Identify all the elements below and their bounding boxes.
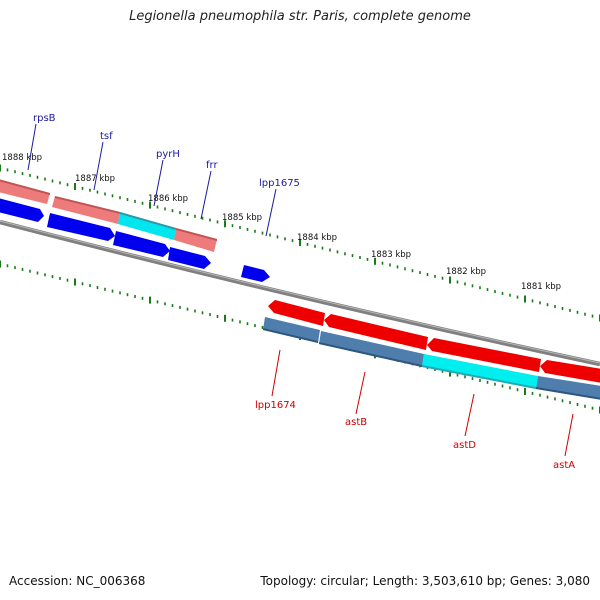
genome-summary-text: Topology: circular; Length: 3,503,610 bp… xyxy=(260,574,590,588)
kbp-label: 1882 kbp xyxy=(446,267,486,277)
gene-block-astB[interactable] xyxy=(319,331,424,367)
gene-block-frr[interactable] xyxy=(174,228,217,252)
gene-block-rpsB[interactable] xyxy=(0,179,50,204)
genome-backbone xyxy=(0,219,600,367)
gene-arrow-rpsB[interactable] xyxy=(0,198,44,222)
gene-block-astA[interactable] xyxy=(536,376,600,400)
reverse-gene-labels: lpp1674 astB astD astA xyxy=(255,349,575,471)
gene-label-pyrH[interactable]: pyrH xyxy=(156,149,180,160)
gene-label-astA[interactable]: astA xyxy=(553,460,575,471)
forward-gene-labels: rpsB tsf pyrH frr lpp1675 xyxy=(27,113,300,237)
gene-arrow-astD[interactable] xyxy=(427,338,541,372)
gene-arrow-pyrH[interactable] xyxy=(113,231,170,257)
gene-arrow-lpp1675[interactable] xyxy=(241,265,270,282)
kbp-label: 1886 kbp xyxy=(148,194,188,204)
gene-arrow-tsf[interactable] xyxy=(47,213,115,241)
gene-label-lpp1674[interactable]: lpp1674 xyxy=(255,400,296,411)
gene-arrow-astA[interactable] xyxy=(540,360,600,383)
forward-top-track xyxy=(0,179,217,252)
gene-arrow-frr[interactable] xyxy=(168,247,211,269)
gene-label-lpp1675[interactable]: lpp1675 xyxy=(259,178,300,189)
gene-label-frr[interactable]: frr xyxy=(206,160,218,171)
gene-block-astD[interactable] xyxy=(422,354,538,389)
kbp-label: 1883 kbp xyxy=(371,250,411,260)
tick-row-upper xyxy=(0,164,600,322)
gene-arrow-astB[interactable] xyxy=(324,314,428,350)
gene-label-astD[interactable]: astD xyxy=(453,440,476,451)
kbp-label: 1888 kbp xyxy=(2,153,42,163)
forward-gene-arrows xyxy=(0,198,270,282)
gene-label-rpsB[interactable]: rpsB xyxy=(33,113,56,124)
gene-block-tsf[interactable] xyxy=(52,196,120,224)
kbp-label: 1885 kbp xyxy=(222,213,262,223)
reverse-gene-arrows xyxy=(268,300,600,383)
gene-block-lpp1674[interactable] xyxy=(263,317,320,343)
gene-label-astB[interactable]: astB xyxy=(345,417,367,428)
genome-backbone-highlight xyxy=(0,220,600,364)
kbp-label: 1881 kbp xyxy=(521,282,561,292)
kbp-label: 1887 kbp xyxy=(75,174,115,184)
gene-label-tsf[interactable]: tsf xyxy=(100,131,113,142)
kbp-labels: 1888 kbp 1887 kbp 1886 kbp 1885 kbp 1884… xyxy=(2,153,561,292)
accession-text: Accession: NC_006368 xyxy=(9,574,146,588)
kbp-label: 1884 kbp xyxy=(297,233,337,243)
map-title: Legionella pneumophila str. Paris, compl… xyxy=(129,9,471,24)
gene-block-pyrH[interactable] xyxy=(118,212,176,240)
reverse-bottom-track xyxy=(263,317,600,400)
gene-arrow-lpp1674[interactable] xyxy=(268,300,325,326)
